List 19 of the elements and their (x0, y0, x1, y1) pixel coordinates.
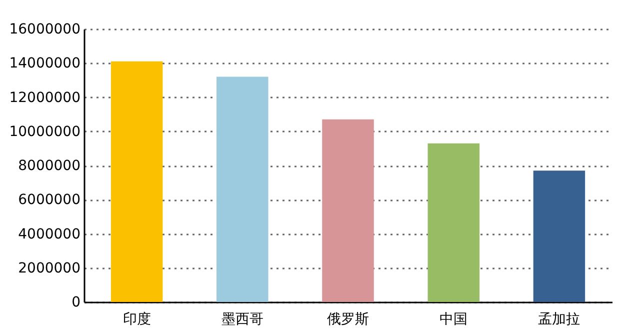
y-tick-label: 12000000 (9, 90, 80, 106)
x-tick-label: 中国 (440, 312, 468, 328)
y-tick-label: 10000000 (9, 124, 80, 140)
y-tick-label: 2000000 (18, 260, 80, 276)
y-tick-label: 16000000 (9, 22, 80, 38)
y-tick-label: 14000000 (9, 56, 80, 72)
bar (533, 170, 586, 302)
bar (216, 76, 268, 302)
y-tick-label: 6000000 (18, 192, 80, 208)
x-tick-label: 孟加拉 (538, 312, 580, 328)
x-tick-label: 印度 (122, 312, 151, 328)
y-tick-label: 8000000 (18, 158, 80, 174)
x-tick-label: 墨西哥 (221, 312, 264, 328)
bar (428, 143, 480, 302)
x-tick-label: 俄罗斯 (327, 312, 369, 328)
y-tick-label: 0 (72, 294, 80, 310)
y-tick-label: 4000000 (18, 226, 80, 242)
bar (110, 61, 163, 302)
bar (322, 119, 374, 302)
